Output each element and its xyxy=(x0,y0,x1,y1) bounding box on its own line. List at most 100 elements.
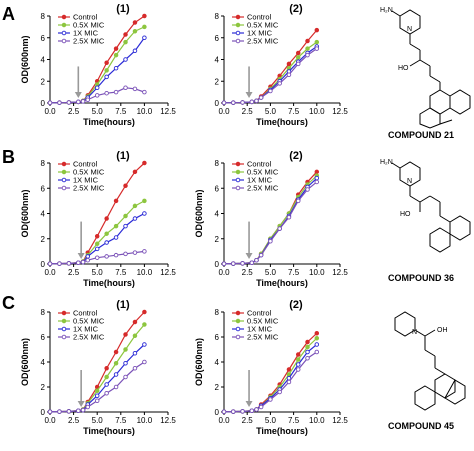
data-point xyxy=(113,65,119,71)
data-point xyxy=(314,46,320,51)
legend-label: 2.5X MIC xyxy=(73,37,105,46)
legend-label: 0.5X MIC xyxy=(73,21,105,30)
data-point xyxy=(132,351,138,356)
x-tick-label: 7.5 xyxy=(288,107,300,116)
data-point xyxy=(80,407,86,413)
data-point xyxy=(132,28,138,34)
x-tick-label: 12.5 xyxy=(160,107,176,116)
row-letter-c: C xyxy=(2,293,15,313)
y-tick-label: 6 xyxy=(41,333,46,342)
y-tick-label: 6 xyxy=(41,184,46,193)
legend-marker xyxy=(235,326,241,332)
chart-c1: (1) 0.0 2.5 5.0 7.5 10.0 12.5 0 2 4 6 8 Time(hours) O… xyxy=(20,299,176,436)
x-tick-label: 0.0 xyxy=(218,107,230,116)
compound-label-45: COMPOUND 45 xyxy=(388,421,454,431)
data-point xyxy=(94,393,100,399)
data-point xyxy=(104,366,109,371)
data-point xyxy=(305,38,310,44)
legend-label: Control xyxy=(247,309,272,318)
legend-marker xyxy=(235,169,241,175)
panel-title: (2) xyxy=(289,299,303,311)
data-point xyxy=(231,261,236,266)
y-tick-label: 4 xyxy=(41,210,46,219)
y-axis-label: OD(600nm) xyxy=(20,189,30,237)
y-tick-label: 4 xyxy=(215,56,220,65)
data-point xyxy=(314,27,320,33)
data-point xyxy=(295,362,301,367)
data-point xyxy=(123,374,128,380)
panel-title: (1) xyxy=(116,299,130,311)
legend-marker xyxy=(235,161,241,167)
data-point xyxy=(295,50,301,56)
row-letter-b: B xyxy=(2,147,15,167)
y-tick-label: 0 xyxy=(215,260,220,269)
data-point xyxy=(94,398,100,404)
data-point xyxy=(66,100,72,105)
data-point xyxy=(94,241,100,247)
data-point xyxy=(221,100,227,106)
legend-marker xyxy=(61,177,67,183)
legend-marker xyxy=(61,30,67,36)
data-point xyxy=(104,231,109,236)
x-tick-label: 2.5 xyxy=(242,416,254,425)
legend-marker xyxy=(235,177,241,183)
data-point xyxy=(57,409,62,414)
data-point xyxy=(104,391,109,396)
data-point xyxy=(295,61,301,67)
data-point xyxy=(305,349,310,355)
chart-panels: (1) 0.0 2.5 5.0 7.5 10.0 12.5 0 2 4 6 8 Time(hours) O… xyxy=(20,3,348,436)
y-tick-label: 6 xyxy=(41,34,46,43)
legend-marker xyxy=(61,310,67,316)
x-tick-label: 0.0 xyxy=(218,416,230,425)
x-axis-label: Time(hours) xyxy=(83,117,135,127)
data-point xyxy=(94,246,100,252)
chart-b2: (2) 0.0 2.5 5.0 7.5 10.0 12.5 0 2 4 6 8 Time(hours) O… xyxy=(194,150,348,288)
data-point xyxy=(240,100,245,105)
x-tick-label: 5.0 xyxy=(92,416,104,425)
y-tick-label: 6 xyxy=(215,34,220,43)
legend-label: 2.5X MIC xyxy=(247,333,279,342)
legend-marker xyxy=(61,185,67,191)
data-point xyxy=(132,333,138,339)
y-tick-label: 0 xyxy=(41,260,46,269)
legend-label: 0.5X MIC xyxy=(247,168,279,177)
structure-21-hydroxyl: HO xyxy=(398,65,409,72)
data-point xyxy=(123,57,128,62)
data-point xyxy=(113,252,119,258)
x-tick-label: 5.0 xyxy=(92,268,104,277)
data-point xyxy=(85,97,91,102)
data-point xyxy=(94,388,100,394)
series-line-0-5x-mic xyxy=(49,200,145,265)
data-point xyxy=(305,187,310,192)
data-point xyxy=(57,100,62,105)
data-point xyxy=(142,309,147,315)
legend-label: Control xyxy=(73,309,98,318)
structure-36-hydroxyl: HO xyxy=(400,211,411,218)
x-tick-label: 7.5 xyxy=(115,268,127,277)
data-point xyxy=(314,175,320,181)
x-tick-label: 10.0 xyxy=(309,268,325,277)
x-axis-label: Time(hours) xyxy=(256,426,308,436)
y-tick-label: 0 xyxy=(215,408,220,417)
y-tick-label: 4 xyxy=(215,210,220,219)
panel-title: (1) xyxy=(116,3,130,15)
legend-marker xyxy=(235,318,241,324)
data-point xyxy=(113,223,119,229)
legend-label: 2.5X MIC xyxy=(73,184,105,193)
data-point xyxy=(123,85,128,91)
data-point xyxy=(132,48,138,54)
y-tick-label: 8 xyxy=(41,12,46,21)
data-point xyxy=(94,255,100,260)
legend-marker xyxy=(235,334,241,340)
data-point xyxy=(76,99,81,105)
data-point xyxy=(142,198,147,204)
series-line-2-5x-mic xyxy=(223,351,318,413)
data-point xyxy=(132,169,138,175)
data-point xyxy=(277,81,282,86)
data-point xyxy=(104,68,109,73)
data-point xyxy=(305,339,310,345)
data-point xyxy=(123,39,128,45)
data-point xyxy=(104,216,109,221)
x-tick-label: 2.5 xyxy=(68,107,80,116)
data-point xyxy=(132,86,138,92)
